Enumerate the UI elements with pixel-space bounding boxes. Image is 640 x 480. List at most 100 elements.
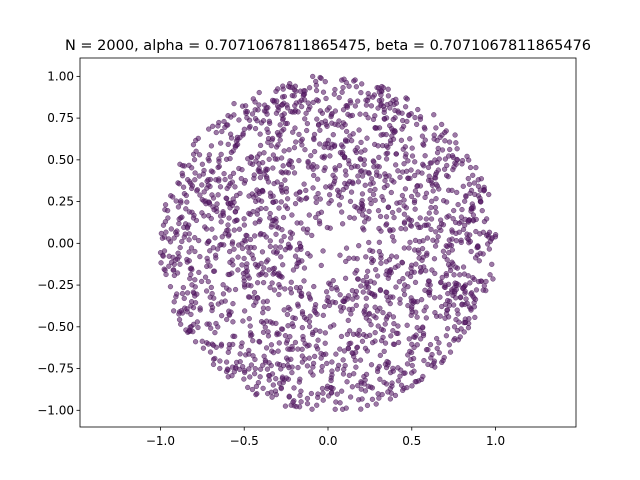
scatter-point (463, 194, 469, 200)
scatter-point (298, 104, 305, 110)
scatter-point (241, 216, 247, 222)
scatter-point (431, 295, 438, 301)
scatter-point (299, 136, 305, 142)
scatter-point (425, 222, 431, 228)
scatter-point (255, 197, 262, 203)
scatter-point (241, 376, 247, 382)
scatter-point (311, 353, 318, 360)
scatter-point (310, 185, 316, 191)
scatter-point (308, 390, 315, 397)
scatter-point (328, 112, 335, 118)
scatter-point (358, 406, 364, 412)
scatter-point (188, 311, 194, 318)
scatter-point (365, 268, 371, 274)
scatter-point (304, 401, 311, 407)
scatter-point (297, 392, 303, 399)
scatter-point (338, 142, 345, 148)
scatter-point (252, 99, 258, 105)
scatter-point (265, 333, 272, 339)
scatter-point (411, 197, 418, 204)
scatter-point (288, 279, 294, 285)
scatter-point (375, 323, 381, 329)
scatter-point (276, 291, 282, 298)
scatter-point (485, 241, 491, 247)
scatter-point (420, 141, 426, 147)
scatter-point (483, 278, 489, 285)
scatter-point (352, 357, 358, 364)
scatter-point (352, 203, 358, 210)
scatter-point (340, 298, 346, 304)
scatter-point (378, 102, 384, 108)
scatter-point (385, 204, 392, 210)
scatter-point (369, 339, 376, 346)
scatter-point (246, 275, 252, 281)
scatter-point (376, 363, 382, 370)
scatter-point (389, 380, 395, 386)
scatter-point (289, 369, 295, 376)
scatter-point (230, 170, 237, 176)
scatter-point (218, 140, 224, 146)
scatter-point (286, 393, 292, 399)
scatter-point (240, 318, 246, 324)
scatter-point (376, 248, 383, 255)
scatter-point (226, 215, 232, 221)
y-tick-label: 0.00 (47, 236, 74, 250)
scatter-point (251, 289, 258, 296)
scatter-point (307, 313, 313, 319)
scatter-point (454, 307, 460, 313)
scatter-point (252, 261, 259, 268)
scatter-point (400, 117, 406, 124)
scatter-point (259, 249, 266, 255)
scatter-point (385, 93, 392, 99)
scatter-point (273, 231, 279, 237)
scatter-point (297, 88, 304, 94)
scatter-point (302, 341, 308, 347)
scatter-point (296, 260, 302, 266)
scatter-point (393, 162, 399, 168)
scatter-point (473, 228, 479, 235)
scatter-point (273, 376, 279, 382)
scatter-point (453, 140, 459, 146)
scatter-point (320, 89, 327, 95)
scatter-point (356, 327, 362, 334)
scatter-point (348, 164, 355, 171)
scatter-point (385, 297, 391, 304)
scatter-point (458, 239, 464, 246)
scatter-point (390, 314, 397, 320)
scatter-point (268, 143, 274, 149)
scatter-point (251, 172, 257, 178)
scatter-point (350, 296, 356, 302)
scatter-point (443, 333, 450, 339)
scatter-point (186, 237, 192, 243)
scatter-point (334, 391, 340, 397)
scatter-point (369, 385, 376, 391)
scatter-point (431, 112, 437, 118)
scatter-point (380, 334, 386, 341)
scatter-point (218, 343, 224, 349)
scatter-point (280, 117, 286, 123)
scatter-point (258, 260, 264, 267)
scatter-point (305, 250, 311, 257)
scatter-point (194, 319, 200, 325)
scatter-point (304, 120, 311, 127)
scatter-point (454, 189, 460, 196)
scatter-point (192, 277, 198, 283)
scatter-point (381, 116, 387, 122)
scatter-point (405, 158, 411, 164)
scatter-point (483, 216, 490, 222)
scatter-point (323, 289, 330, 295)
scatter-point (278, 385, 284, 392)
scatter-point (349, 287, 356, 294)
scatter-point (165, 207, 171, 214)
scatter-point (366, 289, 372, 296)
scatter-point (449, 153, 456, 159)
scatter-point (453, 295, 459, 301)
scatter-point (180, 163, 186, 169)
scatter-point (436, 186, 442, 192)
scatter-point (370, 248, 376, 254)
scatter-point (273, 110, 280, 116)
scatter-point (378, 92, 384, 98)
scatter-point (412, 206, 418, 212)
scatter-point (393, 284, 399, 290)
